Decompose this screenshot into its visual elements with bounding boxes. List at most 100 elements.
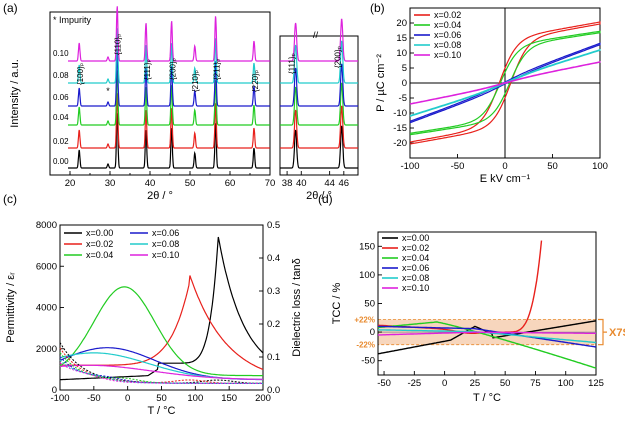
- x7s-label: X7S: [609, 327, 625, 339]
- y-tick-label: 100: [359, 270, 375, 281]
- y-tick-label: -50: [361, 356, 375, 367]
- x-tick-label: 25: [470, 378, 481, 389]
- loop-x=0.08: [409, 48, 601, 117]
- y-tick-label: 5: [402, 63, 407, 74]
- inset-x-tick-label: 46: [339, 178, 350, 189]
- x-tick-label: 70: [265, 178, 276, 189]
- y2-tick-label: 0.0: [267, 385, 280, 396]
- loop-x=0.04: [409, 30, 601, 136]
- series-label-0.00: 0.00: [53, 157, 69, 166]
- permittivity-x=0.02: [59, 275, 264, 371]
- band-label-high: +22%: [354, 316, 375, 325]
- x-tick-label: -50: [87, 393, 101, 404]
- peak-label: {111}ₚ: [143, 59, 152, 80]
- band-label-low: -22%: [356, 341, 375, 350]
- legend-label-x=0.02: x=0.02: [402, 243, 429, 253]
- xrd-series-0.00: [68, 113, 270, 169]
- x-tick-label: 150: [221, 393, 237, 404]
- y-tick-label: 8000: [36, 220, 57, 231]
- x-axis-label: T / °C: [147, 405, 175, 417]
- x-axis-label: 2θ / °: [147, 190, 173, 202]
- x-tick-label: 100: [558, 378, 574, 389]
- x-tick-label: 100: [187, 393, 203, 404]
- xrd-series-0.10: [68, 6, 270, 62]
- loop-x=0.02: [409, 21, 601, 145]
- peak-label: {100}ₚ: [76, 63, 85, 85]
- panel-label-a: (a): [3, 1, 18, 15]
- x-tick-label: 0: [502, 161, 507, 172]
- legend-label-x=0.10: x=0.10: [402, 283, 429, 293]
- tcc-x=0.00: [377, 320, 597, 355]
- tcc-x=0.06: [378, 325, 597, 348]
- inset-x-tick-label: 44: [324, 178, 335, 189]
- x-tick-label: 75: [530, 378, 541, 389]
- y-tick-label: 0: [402, 78, 407, 89]
- x-axis-label: T / °C: [473, 392, 501, 404]
- y-axis-label: P / µC cm⁻²: [375, 54, 387, 112]
- xrd-series-0.04: [68, 70, 270, 126]
- inset-x-tick-label: 38: [282, 178, 293, 189]
- y-tick-label: 6000: [36, 261, 57, 272]
- axis-break: //: [313, 30, 319, 41]
- impurity-marker: *: [106, 86, 110, 96]
- x-tick-label: -25: [407, 378, 421, 389]
- x-tick-label: -100: [50, 393, 69, 404]
- y2-axis-label: Dielectric loss / tanδ: [291, 258, 303, 356]
- y2-tick-label: 0.2: [267, 319, 280, 330]
- legend-label-x=0.04: x=0.04: [402, 253, 429, 263]
- inset-series-0.10: [280, 18, 358, 62]
- y2-tick-label: 0.3: [267, 286, 280, 297]
- xrd-series-0.02: [68, 93, 270, 149]
- panel-c: (c)-100 -50 0 50 100 150 200020004000600080000…: [3, 192, 303, 417]
- permittivity-x=0.10: [59, 364, 263, 380]
- legend-label-x=0.10: x=0.10: [434, 50, 461, 60]
- series-label-0.08: 0.08: [53, 71, 69, 80]
- legend-label-x=0.06: x=0.06: [402, 263, 429, 273]
- y2-tick-label: 0.4: [267, 253, 280, 264]
- y-tick-label: -20: [393, 138, 407, 149]
- legend-label-x=0.02: x=0.02: [86, 239, 113, 249]
- panel-label-c: (c): [3, 192, 17, 206]
- legend-label-x=0.06: x=0.06: [434, 30, 461, 40]
- y-axis-label: TCC / %: [331, 283, 343, 325]
- impurity-note: * Impurity: [53, 15, 92, 25]
- xrd-series-0.08: [68, 28, 270, 84]
- peak-label: {200}ₚ: [168, 58, 177, 80]
- panel-a: (a) 20 30 40 50 60 70 2θ / ° Intensity / a.u. * I…: [3, 1, 359, 202]
- inset-series-0.02: [280, 105, 358, 149]
- peak-label: {220}ₚ: [251, 70, 260, 92]
- legend-label-x=0.08: x=0.08: [402, 273, 429, 283]
- panel-label-d: (d): [318, 192, 333, 206]
- x-tick-label: 125: [588, 378, 604, 389]
- inset-series-0.08: [280, 40, 358, 84]
- inset-x-axis-label: 2θ / °: [306, 190, 332, 202]
- x-tick-label: 50: [185, 178, 196, 189]
- inset-series-0.04: [280, 82, 358, 126]
- peak-label: {110}ₚ: [114, 33, 123, 55]
- x-tick-label: 200: [255, 393, 271, 404]
- plot-frame: [49, 11, 271, 176]
- y-tick-label: 0: [370, 327, 375, 338]
- panel-d: (d) -50 -25 0 25 50 75 100 125 -50 0 50 100 150 T / °C…: [318, 192, 625, 404]
- x-tick-label: 40: [145, 178, 156, 189]
- y-tick-label: -5: [399, 93, 407, 104]
- x-tick-label: 100: [592, 161, 608, 172]
- inset-series-0.00: [280, 125, 358, 169]
- series-label-0.06: 0.06: [53, 93, 69, 102]
- x-tick-label: 0: [442, 378, 447, 389]
- x-tick-label: 50: [500, 378, 511, 389]
- x7s-bracket: [598, 318, 607, 346]
- legend-label-x=0.08: x=0.08: [152, 239, 179, 249]
- legend-label-x=0.10: x=0.10: [152, 250, 179, 260]
- y-tick-label: 50: [364, 299, 375, 310]
- y-tick-label: 10: [396, 48, 407, 59]
- y-tick-label: -15: [393, 123, 407, 134]
- inset-series-0.06: [280, 63, 358, 107]
- permittivity-x=0.04: [59, 286, 263, 377]
- y-tick-label: 4000: [36, 303, 57, 314]
- x-tick-label: -50: [451, 161, 465, 172]
- legend-label-x=0.00: x=0.00: [86, 228, 113, 238]
- x-tick-label: 50: [547, 161, 558, 172]
- y-axis-label: Intensity / a.u.: [9, 59, 21, 127]
